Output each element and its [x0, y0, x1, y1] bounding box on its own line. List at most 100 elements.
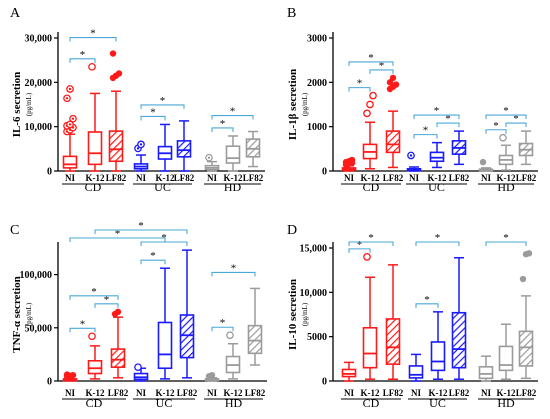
- significance-bracket: *: [413, 125, 438, 139]
- bracket-line: [69, 295, 119, 300]
- panel-letter: C: [10, 223, 19, 238]
- significance-star: *: [445, 113, 451, 125]
- significance-bracket: *: [69, 228, 166, 242]
- y-axis-unit: (pg/mL): [301, 302, 309, 326]
- y-tick-label: 100,000: [20, 270, 53, 281]
- box-body: [87, 131, 103, 166]
- box-CD-K-12: [362, 253, 378, 380]
- box-UC-NI: [133, 363, 149, 382]
- box-CD-K-12: [362, 91, 378, 170]
- y-tick-label: 50,000: [25, 323, 53, 334]
- box-HD-NI: [478, 355, 494, 382]
- bracket-line: [211, 326, 234, 332]
- y-tick-label: 30,000: [25, 34, 53, 45]
- panel-letter: B: [287, 6, 296, 21]
- x-tick-label: NI: [411, 388, 421, 398]
- significance-bracket: *: [69, 28, 117, 42]
- box-UC-K-12: [429, 141, 445, 169]
- x-tick-label: NI: [344, 388, 354, 398]
- bracket-line: [140, 115, 166, 121]
- x-tick-label: K-12: [497, 173, 516, 183]
- significance-bracket: *: [415, 232, 460, 246]
- group-label-CD: CD: [86, 396, 103, 410]
- box-HD-K-12: [225, 135, 241, 172]
- outlier-point-center: [136, 147, 140, 150]
- outlier-point: [88, 62, 96, 71]
- significance-bracket: *: [211, 106, 254, 120]
- group-label-CD: CD: [363, 396, 380, 410]
- outlier-point: [114, 308, 122, 316]
- significance-star: *: [423, 125, 429, 137]
- box-UC-K-12: [157, 267, 173, 380]
- x-tick-label: K-12: [224, 173, 243, 183]
- significance-bracket: *: [94, 294, 119, 308]
- significance-star: *: [231, 262, 237, 274]
- panel-letter: D: [287, 223, 297, 238]
- x-tick-label: NI: [136, 173, 146, 183]
- box-HD-K-12: [225, 331, 241, 380]
- x-tick-label: LF82: [449, 388, 470, 398]
- significance-star: *: [150, 106, 156, 118]
- outlier-point: [115, 70, 123, 77]
- box-HD-LF82: [518, 130, 534, 166]
- outlier-point: [88, 332, 96, 341]
- bracket-line: [140, 259, 166, 265]
- outlier-point: [519, 275, 527, 283]
- significance-star: *: [115, 228, 121, 240]
- significance-star: *: [368, 52, 374, 64]
- panel-C: C TNF-α secretion (pg/mL) 0 50,000 100,000 NI K…: [10, 220, 267, 410]
- outlier-point: [134, 363, 142, 372]
- y-tick-label: 20,000: [25, 78, 53, 89]
- group-label-CD: CD: [85, 180, 102, 194]
- box-HD-NI: [204, 371, 220, 382]
- y-tick-label: 5000: [307, 332, 327, 343]
- bracket-line: [69, 327, 96, 333]
- significance-bracket: *: [348, 232, 394, 246]
- x-tick-label: LF82: [245, 388, 266, 398]
- box-CD-LF82: [385, 74, 401, 169]
- x-tick-label: LF82: [177, 388, 198, 398]
- x-tick-label: K-12: [361, 173, 380, 183]
- significance-bracket: *: [211, 317, 234, 332]
- outlier-point: [109, 50, 117, 57]
- box-body: [385, 130, 401, 154]
- box-CD-NI: [341, 361, 357, 382]
- box-body: [408, 365, 424, 379]
- x-tick-label: LF82: [383, 388, 404, 398]
- box-body: [430, 341, 446, 372]
- bracket-line: [485, 114, 527, 120]
- y-tick-label: 10,000: [25, 122, 53, 133]
- x-tick-label: NI: [481, 173, 491, 183]
- significance-star: *: [160, 95, 166, 107]
- x-tick-label: LF82: [516, 173, 537, 183]
- significance-star: *: [503, 232, 509, 244]
- x-tick-label: LF82: [174, 173, 195, 183]
- significance-bracket: *: [140, 106, 166, 121]
- outlier-point: [392, 81, 400, 88]
- outlier-point-center: [68, 123, 72, 126]
- outlier-point: [363, 109, 371, 118]
- panel-letter: A: [10, 6, 21, 21]
- box-HD-K-12: [498, 133, 514, 171]
- significance-bracket: *: [369, 60, 394, 74]
- box-body: [87, 359, 103, 375]
- bracket-line: [211, 127, 234, 132]
- outlier-point-center: [207, 156, 211, 159]
- box-body: [176, 140, 192, 158]
- y-tick-label: 3000: [307, 34, 327, 45]
- outlier-point: [525, 250, 533, 257]
- box-HD-LF82: [245, 130, 261, 168]
- box-HD-NI: [478, 158, 494, 172]
- significance-star: *: [220, 118, 226, 130]
- x-tick-label: K-12: [156, 388, 175, 398]
- y-axis-label: IL-1β secretion: [287, 69, 299, 140]
- significance-star: *: [434, 105, 440, 117]
- bracket-line: [211, 271, 256, 277]
- box-UC-K-12: [157, 123, 173, 172]
- significance-bracket: *: [140, 95, 185, 109]
- bracket-line: [436, 122, 460, 128]
- bracket-line: [505, 122, 527, 128]
- outlier-point: [389, 74, 397, 82]
- significance-bracket: *: [140, 250, 166, 265]
- bracket-line: [69, 237, 166, 242]
